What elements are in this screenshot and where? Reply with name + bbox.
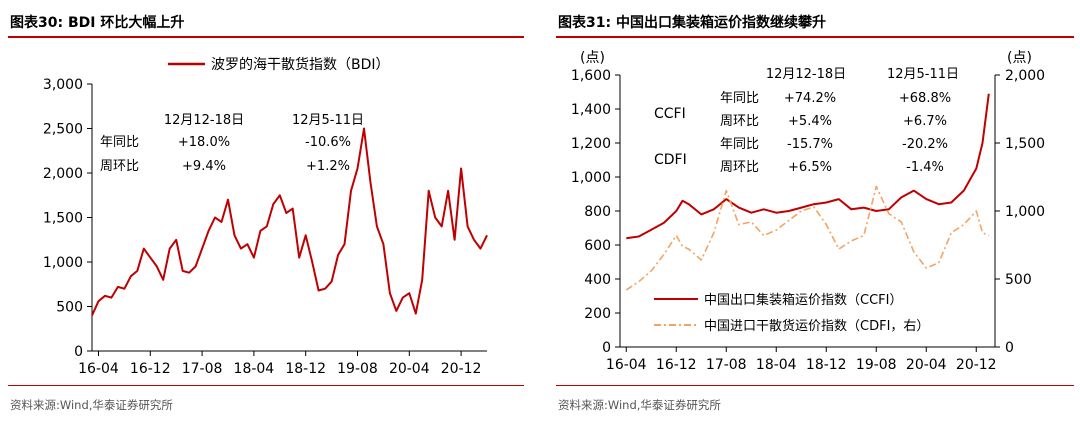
bdi-y-tick-label: 2,000 [43, 166, 83, 182]
bdi-line-chart: 0 500 1,000 1,500 2,000 2,500 3,000 16-04 16-12 1… [43, 56, 488, 377]
cdfi-y-tick-label: 1,000 [1005, 204, 1045, 220]
annotation-value: -20.2% [902, 137, 948, 152]
bdi-x-tick-label: 16-12 [130, 361, 171, 377]
bdi-annotation-value: +18.0% [178, 135, 230, 150]
ccfi-annotation-header: 12月12-18日 [766, 67, 846, 82]
bdi-y-tick-label: 500 [56, 300, 83, 316]
ccfi-series-line [626, 93, 990, 240]
bdi-y-tick-label: 2,500 [43, 122, 83, 138]
cdfi-y-tick-label: 500 [1005, 272, 1032, 288]
annotation-group-name: CDFI [654, 152, 687, 168]
bdi-source-note: 资料来源:Wind,华泰证券研究所 [10, 398, 173, 412]
ccfi-left-unit: (点) [580, 50, 605, 66]
ccfi-source-note: 资料来源:Wind,华泰证券研究所 [558, 398, 721, 412]
bdi-figure-title: 图表30: BDI 环比大幅上升 [10, 15, 185, 31]
ccfi-x-tick-label: 18-04 [756, 357, 797, 373]
cdfi-y-tick-label: 2,000 [1005, 68, 1045, 84]
bdi-annotation-value: +1.2% [306, 159, 350, 174]
bdi-x-tick-label: 20-04 [389, 361, 430, 377]
bdi-x-tick-label: 16-04 [78, 361, 119, 377]
ccfi-y-tick-label: 400 [584, 272, 611, 288]
bdi-title-rule [8, 36, 524, 38]
ccfi-y-tick-label: 0 [602, 340, 611, 356]
ccfi-y-tick-label: 800 [584, 204, 611, 220]
ccfi-x-tick-label: 20-04 [906, 357, 947, 373]
ccfi-x-tick-label: 16-12 [656, 357, 697, 373]
bdi-annotation-header: 12月12-18日 [164, 113, 244, 128]
ccfi-y-tick-label: 1,400 [571, 102, 611, 118]
annotation-value: +68.8% [899, 91, 951, 106]
bdi-series-line [91, 127, 488, 316]
bdi-x-tick-label: 19-08 [337, 361, 378, 377]
ccfi-panel: 图表31: 中国出口集装箱运价指数继续攀升 (点) (点) 0 200 400 600 80… [548, 0, 1080, 432]
cdfi-legend-label: 中国进口干散货运价指数（CDFI，右） [704, 318, 929, 334]
bdi-legend-label: 波罗的海干散货指数（BDI） [211, 56, 390, 73]
ccfi-y-tick-label: 1,600 [571, 68, 611, 84]
annotation-value: +74.2% [784, 91, 836, 106]
bdi-y-tick-label: 0 [74, 344, 83, 360]
bdi-y-tick-label: 3,000 [43, 77, 83, 93]
bdi-annotation-header: 12月5-11日 [292, 113, 364, 128]
bdi-source-rule [8, 385, 524, 386]
bdi-x-tick-label: 18-12 [285, 361, 326, 377]
bdi-x-tick-label: 17-08 [182, 361, 223, 377]
ccfi-source-rule [556, 385, 1074, 386]
ccfi-x-tick-label: 16-04 [606, 357, 647, 373]
cdfi-right-unit: (点) [1007, 50, 1032, 66]
bdi-annotation-row-label: 年同比 [100, 135, 139, 150]
annotation-value: -15.7% [787, 137, 833, 152]
annotation-value: +6.7% [903, 114, 947, 129]
ccfi-y-tick-label: 1,000 [571, 170, 611, 186]
ccfi-cdfi-line-chart: (点) (点) 0 200 400 600 800 1,000 1,200 1,400 1,600 0… [571, 50, 1045, 373]
annotation-value: -1.4% [906, 160, 944, 175]
annotation-group-name: CCFI [654, 106, 686, 122]
bdi-y-tick-label: 1,000 [43, 255, 83, 271]
ccfi-x-tick-label: 18-12 [806, 357, 847, 373]
bdi-y-tick-label: 1,500 [43, 211, 83, 227]
annotation-row-label: 年同比 [720, 91, 759, 106]
annotation-value: +5.4% [788, 114, 832, 129]
bdi-x-tick-label: 18-04 [234, 361, 275, 377]
ccfi-y-tick-label: 200 [584, 306, 611, 322]
ccfi-annotation-header: 12月5-11日 [887, 67, 959, 82]
cdfi-y-tick-label: 1,500 [1005, 136, 1045, 152]
annotation-row-label: 周环比 [720, 114, 759, 129]
annotation-value: +6.5% [788, 160, 832, 175]
ccfi-y-tick-label: 600 [584, 238, 611, 254]
annotation-row-label: 周环比 [720, 160, 759, 175]
ccfi-title-rule [556, 36, 1074, 38]
ccfi-legend-label: 中国出口集装箱运价指数（CCFI） [704, 292, 902, 308]
ccfi-y-tick-label: 1,200 [571, 136, 611, 152]
bdi-annotation-value: -10.6% [305, 135, 351, 150]
ccfi-x-tick-label: 17-08 [706, 357, 747, 373]
ccfi-x-tick-label: 20-12 [956, 357, 997, 373]
cdfi-series-line [625, 185, 990, 291]
cdfi-y-tick-label: 0 [1005, 340, 1014, 356]
bdi-annotation-row-label: 周环比 [100, 159, 139, 174]
bdi-annotation-value: +9.4% [182, 159, 226, 174]
bdi-x-tick-label: 20-12 [441, 361, 482, 377]
bdi-panel: 图表30: BDI 环比大幅上升 0 500 1,000 1,500 2,000 2,50… [0, 0, 530, 432]
ccfi-x-tick-label: 19-08 [856, 357, 897, 373]
annotation-row-label: 年同比 [720, 137, 759, 152]
ccfi-figure-title: 图表31: 中国出口集装箱运价指数继续攀升 [558, 15, 826, 31]
